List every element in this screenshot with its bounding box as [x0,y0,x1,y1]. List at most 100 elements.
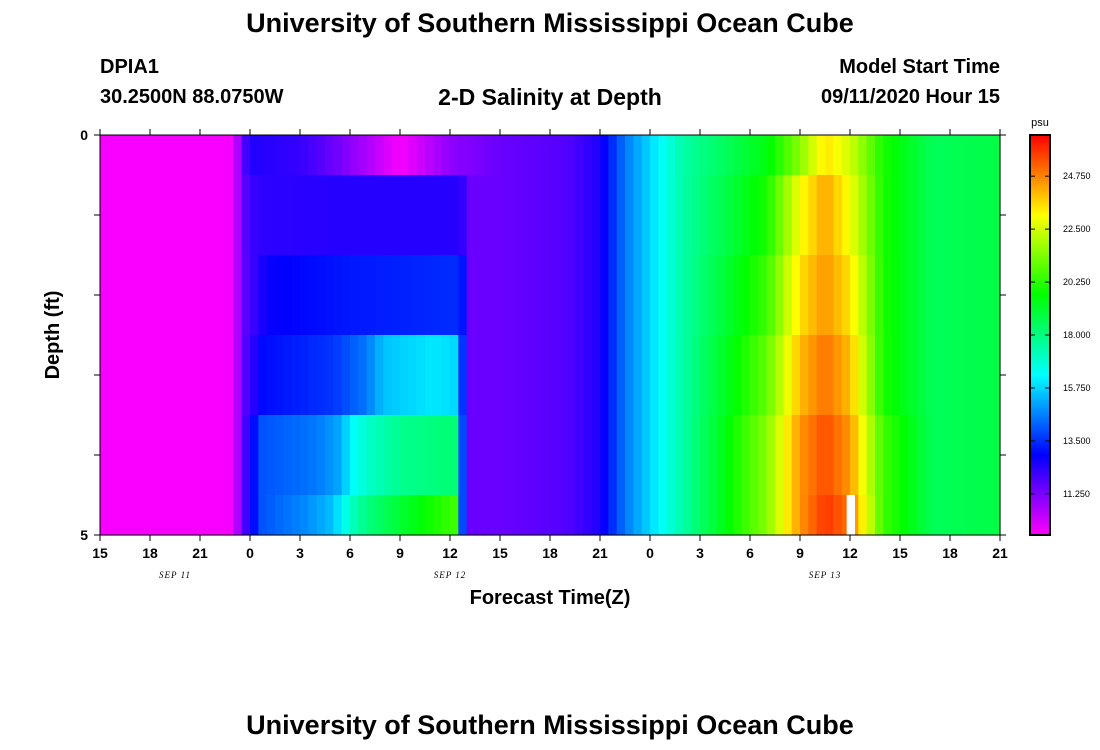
heatmap-cell [333,175,343,256]
colorbar-tick-label: 22.500 [1063,224,1091,234]
heatmap-cell [541,335,551,416]
heatmap-cell [216,495,226,536]
heatmap-cell [933,175,943,256]
heatmap-cell [875,495,884,536]
heatmap-cell [866,335,876,416]
heatmap-cell [916,335,926,416]
heatmap-cell [108,415,118,496]
heatmap-cell [883,135,893,176]
heatmap-cell [150,175,159,256]
heatmap-cell [516,135,526,176]
heatmap-cell [283,175,293,256]
colorbar-tick-label: 18.000 [1063,330,1091,340]
heatmap-cell [708,495,718,536]
heatmap-cell [566,135,576,176]
heatmap-cell [866,415,876,496]
heatmap-cell [808,415,818,496]
heatmap-cell [441,495,451,536]
footer-title: University of Southern Mississippi Ocean… [246,710,854,740]
heatmap-cell [700,135,709,176]
heatmap-cell [941,415,951,496]
heatmap-cell [600,175,609,256]
heatmap-cell [975,335,984,416]
chart-title: University of Southern Mississippi Ocean… [246,8,854,38]
heatmap-cell [883,175,893,256]
heatmap-cell [100,255,109,336]
heatmap-cell [225,415,234,496]
x-tick-label: 18 [542,545,558,561]
heatmap-cell [908,495,918,536]
heatmap-cell [408,495,418,536]
heatmap-cell [675,175,684,256]
heatmap-cell [125,415,134,496]
heatmap-cell [675,135,684,176]
heatmap-cell [900,135,909,176]
heatmap-cell [100,135,109,176]
heatmap-cell [550,255,559,336]
heatmap-cell [625,135,634,176]
heatmap-cell [441,335,451,416]
heatmap-cell [200,415,209,496]
heatmap-cell [933,255,943,336]
heatmap-cell [725,255,734,336]
heatmap-cell [850,415,859,496]
heatmap-cell [816,255,826,336]
heatmap-cell [925,255,934,336]
heatmap-cell [625,335,634,416]
heatmap-cell [833,135,843,176]
heatmap-cell [925,175,934,256]
heatmap-cell [400,175,409,256]
heatmap-cell [508,175,518,256]
heatmap-cell [691,415,701,496]
heatmap-cell [275,495,284,536]
heatmap-cell [483,335,493,416]
heatmap-cell [925,135,934,176]
heatmap-cell [866,255,876,336]
heatmap-cell [775,495,784,536]
heatmap-cell [125,175,134,256]
heatmap-cell [175,175,184,256]
heatmap-cell [991,415,1001,496]
heatmap-cell [275,175,284,256]
heatmap-cell [225,135,234,176]
heatmap-cell [275,255,284,336]
heatmap-cell [858,495,868,536]
heatmap-cell [641,255,651,336]
heatmap-cell [941,135,951,176]
heatmap-cell [950,495,959,536]
heatmap-cell [591,495,601,536]
heatmap-cell [650,255,659,336]
heatmap-cell [975,495,984,536]
heatmap-cell [116,495,126,536]
heatmap-cell [450,415,459,496]
colorbar-tick-label: 13.500 [1063,436,1091,446]
heatmap-cell [683,135,693,176]
heatmap-cell [425,175,434,256]
heatmap-cell [366,175,376,256]
heatmap-cell [166,255,176,336]
heatmap-cell [300,335,309,416]
missing-data-cell [846,495,855,535]
heatmap-cell [341,135,351,176]
heatmap-cell [375,415,384,496]
heatmap-cell [700,255,709,336]
heatmap-cell [991,335,1001,416]
heatmap-cell [550,135,559,176]
heatmap-cell [725,175,734,256]
heatmap-cell [575,135,584,176]
heatmap-cell [175,135,184,176]
heatmap-cell [683,415,693,496]
heatmap-cell [233,415,243,496]
heatmap-cell [325,335,334,416]
heatmap-cell [350,255,359,336]
heatmap-cell [600,335,609,416]
heatmap-cell [208,415,218,496]
heatmap-cell [283,495,293,536]
heatmap-cell [966,495,976,536]
heatmap-cell [333,335,343,416]
heatmap-cell [433,495,443,536]
heatmap-cell [791,175,801,256]
heatmap-cell [533,135,543,176]
heatmap-cell [950,415,959,496]
